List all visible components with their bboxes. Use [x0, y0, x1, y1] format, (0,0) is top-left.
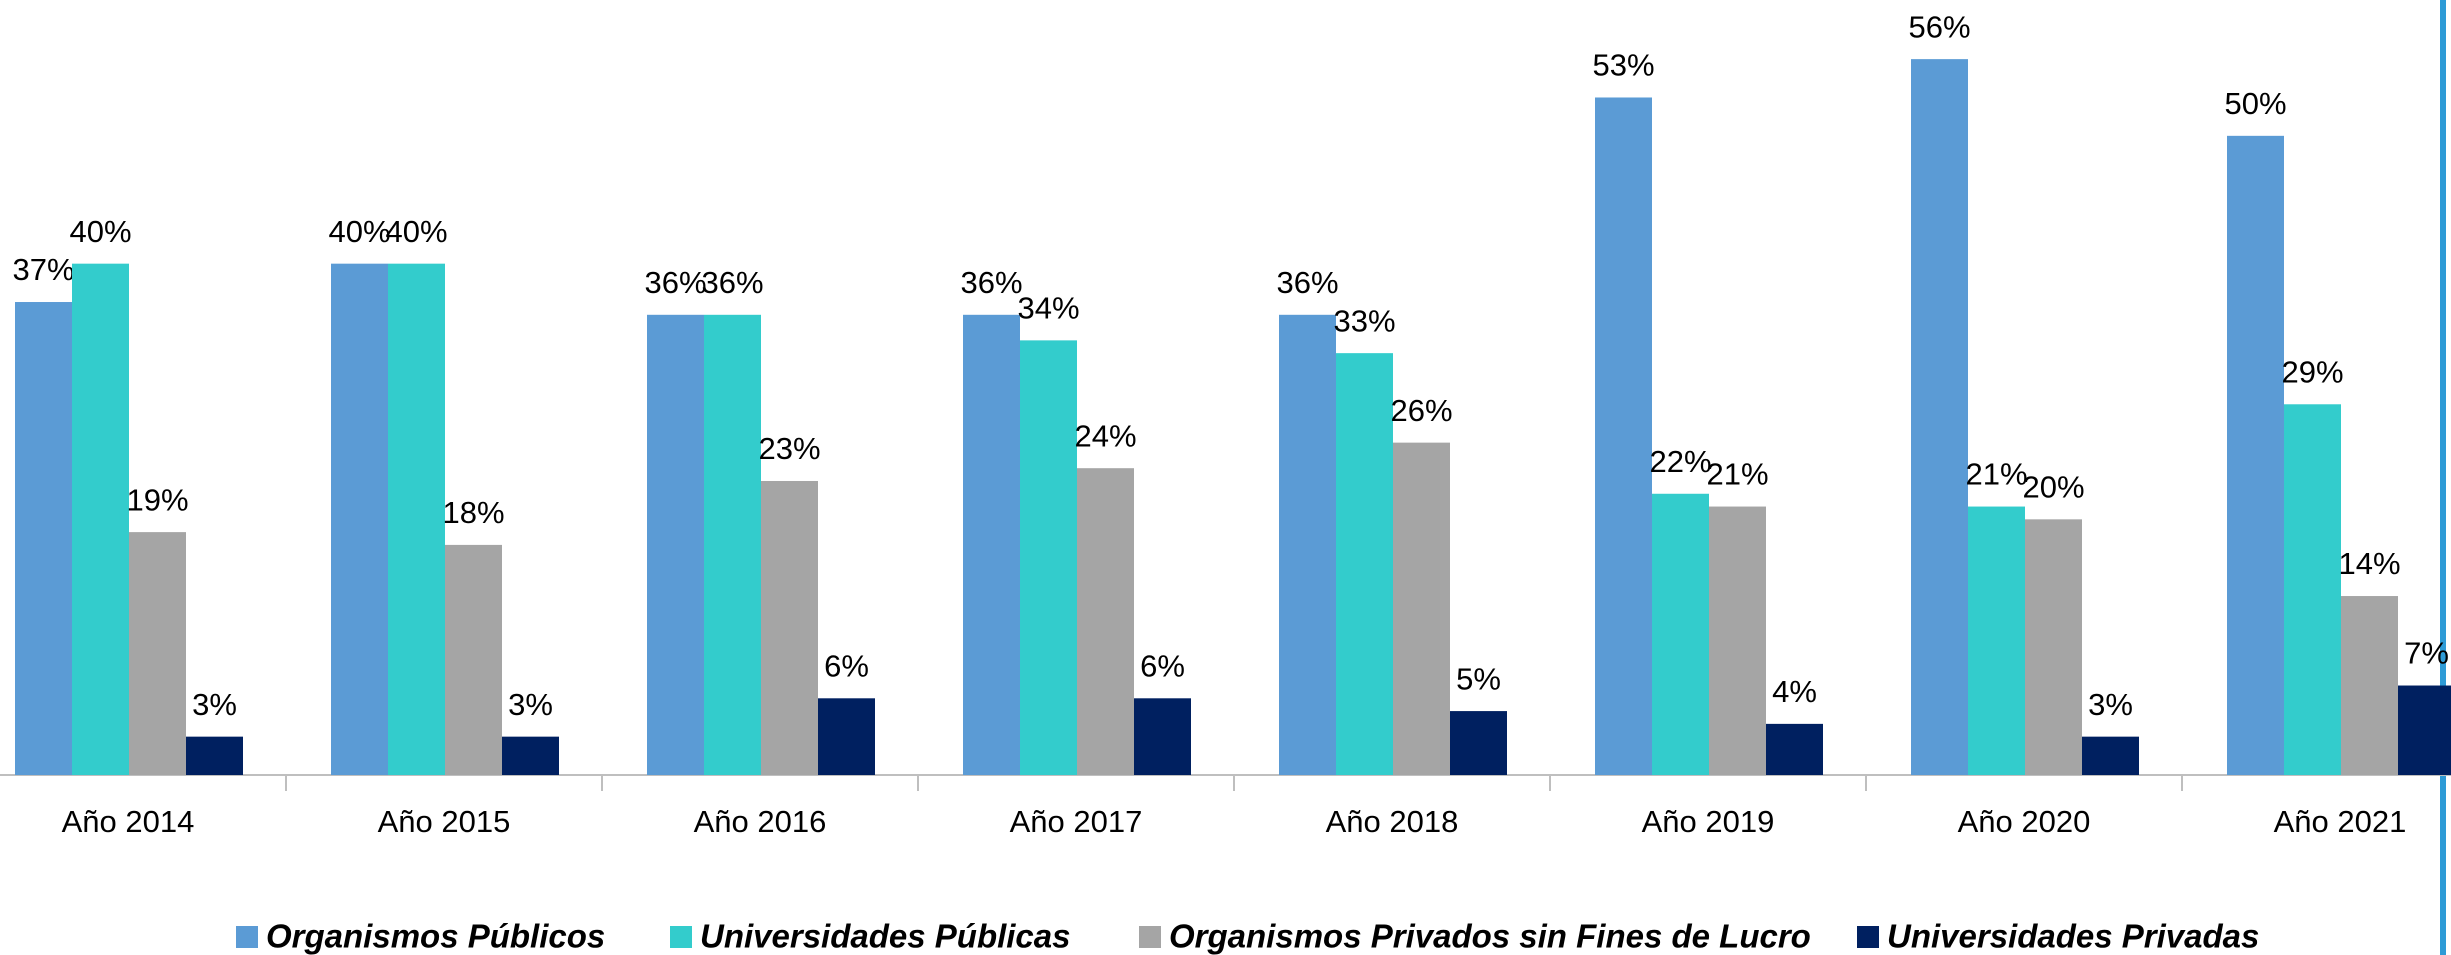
bar [15, 302, 72, 775]
data-label: 34% [1017, 291, 1079, 326]
bar [1911, 59, 1968, 775]
bar [2025, 519, 2082, 775]
bar [445, 544, 502, 775]
bar [1450, 711, 1507, 775]
legend-text: Organismos Privados sin Fines de Lucro [1169, 918, 1811, 955]
x-tick-label: Año 2017 [1010, 804, 1143, 839]
legend-text: Universidades Públicas [700, 918, 1071, 955]
bar [1279, 314, 1336, 775]
x-tick-label: Año 2021 [2274, 804, 2407, 839]
bar [2082, 736, 2139, 775]
data-label: 7% [2404, 636, 2449, 671]
data-label: 40% [385, 214, 447, 249]
bar [818, 698, 875, 775]
legend-text: Universidades Privadas [1887, 918, 2259, 955]
bar [1652, 493, 1709, 775]
frame-edge [2440, 0, 2446, 955]
data-label: 24% [1074, 418, 1136, 453]
data-label: 22% [1649, 444, 1711, 479]
data-label: 36% [960, 265, 1022, 300]
legend-text: Organismos Públicos [266, 918, 605, 955]
data-label: 26% [1390, 393, 1452, 428]
bar [1766, 723, 1823, 775]
bar [647, 314, 704, 775]
data-label: 40% [69, 214, 131, 249]
bar [963, 314, 1020, 775]
bar [2227, 135, 2284, 776]
data-label: 6% [1140, 648, 1185, 683]
bar [1134, 698, 1191, 775]
data-label: 53% [1592, 48, 1654, 83]
data-label: 18% [442, 495, 504, 530]
data-label: 33% [1333, 303, 1395, 338]
data-label: 4% [1772, 674, 1817, 709]
legend-swatch [236, 926, 258, 948]
bar [761, 480, 818, 775]
data-label: 37% [12, 252, 74, 287]
data-label: 36% [1276, 265, 1338, 300]
data-label: 20% [2022, 470, 2084, 505]
bar [1336, 353, 1393, 775]
data-label: 29% [2281, 354, 2343, 389]
legend-swatch [1857, 926, 1879, 948]
bar [1595, 97, 1652, 775]
bar [331, 263, 388, 775]
legend-swatch [1139, 926, 1161, 948]
bar [2284, 404, 2341, 775]
data-label: 40% [328, 214, 390, 249]
data-label: 23% [758, 431, 820, 466]
data-label: 3% [192, 687, 237, 722]
x-tick-label: Año 2020 [1958, 804, 2091, 839]
data-label: 5% [1456, 661, 1501, 696]
x-tick-label: Año 2016 [694, 804, 827, 839]
bar [1077, 468, 1134, 775]
x-tick-label: Año 2019 [1642, 804, 1775, 839]
bar [388, 263, 445, 775]
bar [1020, 340, 1077, 775]
bar [1393, 442, 1450, 775]
data-label: 21% [1706, 457, 1768, 492]
x-tick-label: Año 2018 [1326, 804, 1459, 839]
data-label: 6% [824, 648, 869, 683]
bar [1709, 506, 1766, 775]
data-label: 21% [1965, 457, 2027, 492]
data-label: 50% [2224, 86, 2286, 121]
data-label: 19% [126, 482, 188, 517]
bar [72, 263, 129, 775]
bar [186, 736, 243, 775]
data-label: 3% [508, 687, 553, 722]
bar [2341, 596, 2398, 775]
data-label: 56% [1908, 9, 1970, 44]
data-label: 36% [644, 265, 706, 300]
x-tick-label: Año 2015 [378, 804, 511, 839]
bar [129, 532, 186, 775]
bar [2398, 685, 2451, 775]
data-label: 36% [701, 265, 763, 300]
x-tick-label: Año 2014 [62, 804, 195, 839]
bar [1968, 506, 2025, 775]
data-label: 3% [2088, 687, 2133, 722]
data-label: 14% [2338, 546, 2400, 581]
bar [704, 314, 761, 775]
bar [502, 736, 559, 775]
legend-swatch [670, 926, 692, 948]
